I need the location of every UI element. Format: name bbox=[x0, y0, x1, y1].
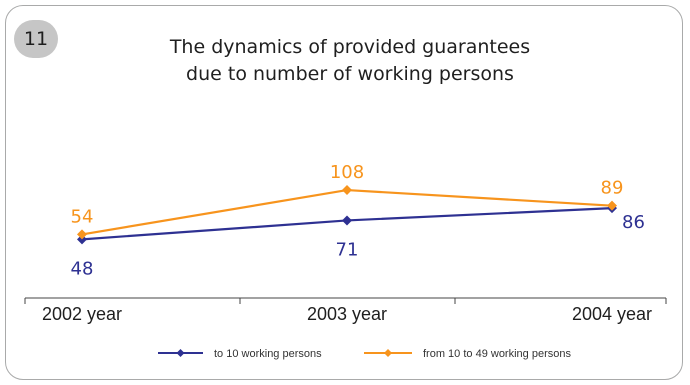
series-1-marker-0 bbox=[77, 229, 87, 240]
chart-card bbox=[5, 5, 683, 380]
series-0-marker-1 bbox=[342, 215, 352, 226]
series-1-data-label-0: 54 bbox=[71, 206, 94, 227]
legend-label-0: to 10 working persons bbox=[214, 348, 322, 360]
chart-title-line-2: due to number of working persons bbox=[186, 63, 514, 85]
chart-title-line-1: The dynamics of provided guarantees bbox=[169, 36, 531, 58]
series-1-data-label-2: 89 bbox=[601, 178, 624, 199]
legend-marker-1 bbox=[384, 349, 392, 357]
series-0-data-label-0: 48 bbox=[71, 258, 94, 279]
series-1-data-label-1: 108 bbox=[330, 162, 364, 183]
series-1-marker-1 bbox=[342, 185, 352, 196]
legend-marker-0 bbox=[176, 349, 185, 357]
series-1-marker-2 bbox=[607, 200, 617, 211]
x-tick-label-0: 2002 year bbox=[42, 304, 122, 324]
x-tick-label-2: 2004 year bbox=[572, 304, 652, 324]
series-0-data-label-1: 71 bbox=[336, 239, 359, 260]
x-tick-label-1: 2003 year bbox=[307, 304, 387, 324]
figure-number-badge: 11 bbox=[14, 20, 58, 58]
series-0-data-label-2: 86 bbox=[622, 212, 645, 233]
legend-label-1: from 10 to 49 working persons bbox=[423, 348, 571, 360]
